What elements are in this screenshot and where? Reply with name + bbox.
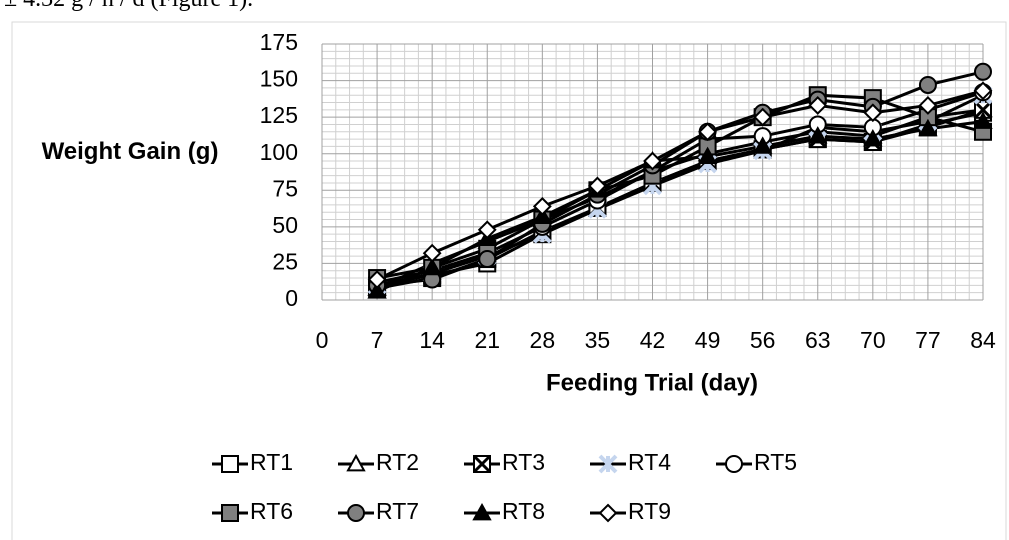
legend-label: RT1 (250, 449, 293, 475)
x-tick-label: 84 (970, 327, 996, 353)
marker (532, 196, 552, 216)
marker (598, 454, 618, 474)
legend-label: RT6 (250, 498, 293, 524)
x-tick-label: 35 (585, 327, 611, 353)
marker (472, 454, 492, 474)
marker (752, 136, 773, 154)
caption: ± 4.32 g / h / d (Figure 1). (4, 0, 253, 13)
marker (698, 122, 717, 142)
marker (808, 96, 828, 115)
marker (478, 250, 497, 269)
marker (347, 504, 365, 522)
x-tick-label: 70 (860, 327, 886, 353)
marker (422, 257, 442, 276)
y-tick-label: 175 (260, 29, 298, 55)
legend-label: RT7 (376, 498, 419, 524)
legend-label: RT2 (376, 449, 419, 475)
marker (367, 281, 387, 299)
x-tick-label: 0 (316, 327, 329, 353)
marker (472, 502, 492, 521)
series-line (376, 93, 984, 280)
marker (863, 103, 883, 123)
marker (346, 453, 366, 472)
legend-item: RT7 (338, 498, 419, 524)
y-axis-label: Weight Gain (g) (41, 138, 219, 165)
marker-shape (973, 100, 993, 119)
legend-item: RT6 (212, 498, 293, 524)
y-tick-label: 125 (260, 102, 298, 128)
marker-shape (472, 454, 492, 474)
marker (725, 455, 743, 473)
x-tick-label: 63 (805, 327, 831, 353)
marker (643, 151, 662, 171)
marker-shape (221, 455, 239, 473)
legend-item: RT2 (338, 449, 419, 475)
x-tick-label: 49 (695, 327, 721, 353)
y-tick-label: 150 (260, 66, 298, 92)
marker (808, 126, 828, 144)
chart-border (11, 21, 1007, 540)
legend-item: RT5 (716, 449, 797, 475)
marker (221, 455, 239, 473)
y-tick-label: 0 (285, 285, 298, 311)
legend-item: RT8 (464, 498, 545, 524)
x-tick-label: 21 (474, 327, 500, 353)
x-tick-label: 14 (419, 327, 445, 353)
x-tick-label: 7 (371, 327, 384, 353)
marker (221, 504, 239, 522)
marker (697, 146, 718, 165)
series-line (376, 89, 984, 281)
marker (863, 129, 883, 147)
marker-shape (221, 504, 239, 522)
marker (753, 107, 773, 127)
marker (477, 220, 497, 240)
marker (918, 118, 938, 137)
marker (422, 243, 442, 263)
x-axis-label: Feeding Trial (day) (546, 369, 758, 396)
marker (367, 270, 387, 289)
legend-label: RT9 (628, 498, 671, 524)
legend-label: RT5 (754, 449, 797, 475)
marker (588, 176, 607, 196)
x-tick-label: 56 (750, 327, 776, 353)
legend-item: RT3 (464, 449, 545, 475)
legend-item: RT1 (212, 449, 293, 475)
series-line (376, 93, 984, 287)
x-tick-label: 28 (530, 327, 556, 353)
legend-label: RT4 (628, 449, 671, 475)
legend-item: RT9 (590, 498, 671, 524)
y-tick-label: 75 (272, 175, 298, 201)
x-tick-label: 42 (640, 327, 666, 353)
marker (973, 81, 993, 101)
marker (598, 503, 618, 523)
marker (974, 62, 992, 81)
series-line (376, 90, 984, 284)
marker (973, 111, 993, 129)
y-tick-label: 50 (272, 212, 298, 238)
legend-label: RT8 (502, 498, 545, 524)
marker (532, 206, 553, 225)
marker (918, 75, 937, 94)
y-tick-label: 25 (272, 249, 298, 275)
marker (918, 96, 938, 115)
series-line (376, 120, 984, 293)
legend-item: RT4 (590, 449, 671, 475)
series-line (376, 70, 984, 287)
y-tick-label: 100 (260, 139, 298, 165)
x-tick-label: 77 (915, 327, 941, 353)
legend-label: RT3 (502, 449, 545, 475)
